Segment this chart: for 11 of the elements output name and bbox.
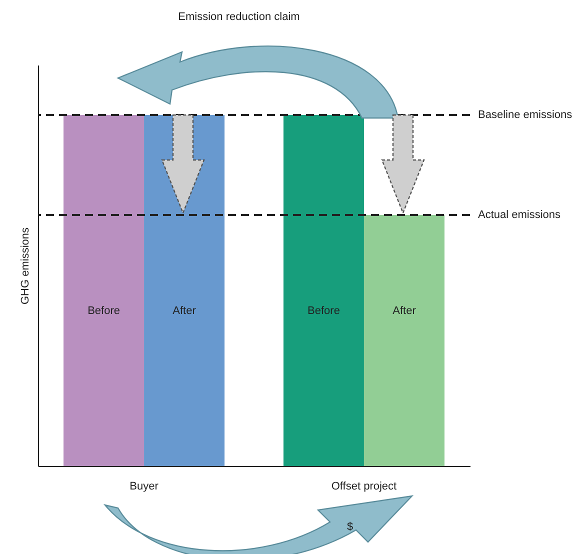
text: $ (346, 521, 354, 533)
x-tick-label: Buyer (130, 480, 159, 492)
series-label: After (172, 305, 196, 317)
text: After (392, 305, 416, 317)
x-tick-label: Offset project (331, 480, 397, 492)
ref-line-label: Actual emissions (478, 209, 562, 222)
y-axis-title: GHG emissions (20, 227, 32, 305)
series-label: Before (308, 305, 340, 317)
text: Emission reduction claim (178, 11, 300, 23)
ref-line-label: Baseline emissions (478, 109, 573, 122)
text: Before (88, 305, 120, 317)
